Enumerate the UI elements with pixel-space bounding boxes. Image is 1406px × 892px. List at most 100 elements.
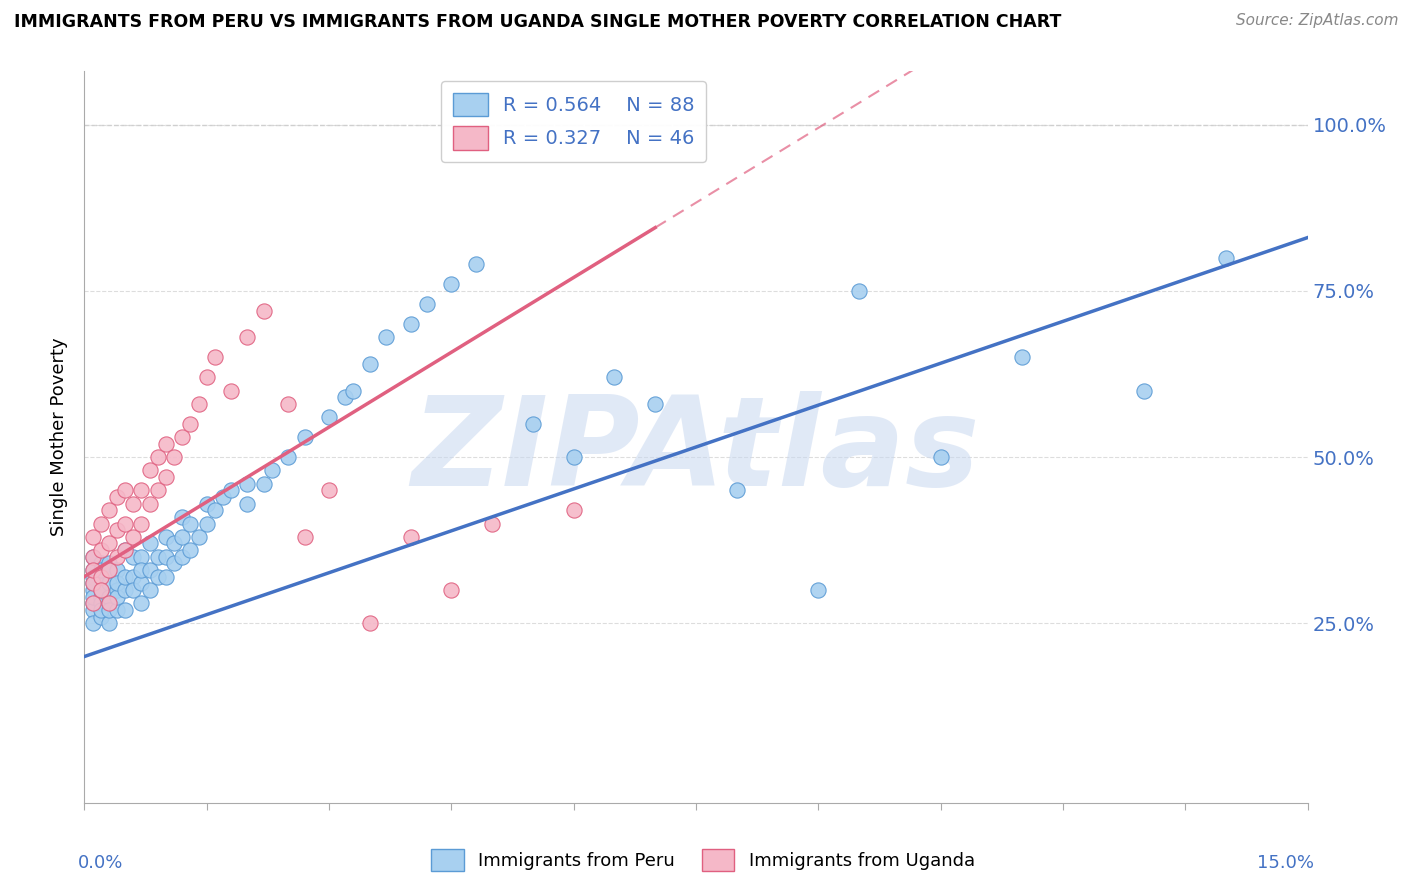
Point xyxy=(179,516,201,531)
Point xyxy=(97,503,120,517)
Point xyxy=(122,497,145,511)
Point xyxy=(416,297,439,311)
Point xyxy=(114,543,136,558)
Point xyxy=(725,483,748,498)
Point xyxy=(1215,251,1237,265)
Point xyxy=(122,570,145,584)
Point xyxy=(90,609,112,624)
Point xyxy=(195,497,218,511)
Y-axis label: Single Mother Poverty: Single Mother Poverty xyxy=(51,338,69,536)
Point xyxy=(97,563,120,577)
Point xyxy=(187,397,209,411)
Point xyxy=(195,370,218,384)
Point xyxy=(82,570,104,584)
Point xyxy=(122,582,145,597)
Legend: Immigrants from Peru, Immigrants from Uganda: Immigrants from Peru, Immigrants from Ug… xyxy=(423,842,983,879)
Point xyxy=(155,530,177,544)
Point xyxy=(105,563,128,577)
Point xyxy=(90,563,112,577)
Point xyxy=(97,596,120,610)
Point xyxy=(204,503,226,517)
Point xyxy=(114,570,136,584)
Point xyxy=(179,543,201,558)
Point xyxy=(179,417,201,431)
Point xyxy=(399,317,422,331)
Point xyxy=(848,284,870,298)
Point xyxy=(294,430,316,444)
Point xyxy=(219,384,242,398)
Point xyxy=(105,490,128,504)
Point xyxy=(318,410,340,425)
Point xyxy=(277,397,299,411)
Point xyxy=(155,549,177,564)
Point xyxy=(219,483,242,498)
Point xyxy=(236,476,259,491)
Point xyxy=(105,603,128,617)
Point xyxy=(90,543,112,558)
Point xyxy=(146,570,169,584)
Point xyxy=(97,596,120,610)
Point xyxy=(122,530,145,544)
Point xyxy=(82,563,104,577)
Point xyxy=(236,330,259,344)
Point xyxy=(97,563,120,577)
Point xyxy=(82,530,104,544)
Point xyxy=(131,576,153,591)
Point xyxy=(342,384,364,398)
Point xyxy=(105,523,128,537)
Point xyxy=(90,557,112,571)
Point xyxy=(644,397,666,411)
Point xyxy=(131,516,153,531)
Point xyxy=(82,603,104,617)
Point xyxy=(187,530,209,544)
Point xyxy=(138,582,160,597)
Point xyxy=(105,576,128,591)
Point xyxy=(131,596,153,610)
Legend: R = 0.564    N = 88, R = 0.327    N = 46: R = 0.564 N = 88, R = 0.327 N = 46 xyxy=(441,81,706,161)
Point xyxy=(97,576,120,591)
Point xyxy=(155,436,177,450)
Point xyxy=(375,330,398,344)
Point xyxy=(97,536,120,550)
Point xyxy=(114,516,136,531)
Point xyxy=(90,590,112,604)
Point xyxy=(82,616,104,631)
Point xyxy=(97,557,120,571)
Point xyxy=(114,483,136,498)
Point xyxy=(172,430,194,444)
Point xyxy=(440,277,463,292)
Point xyxy=(562,503,585,517)
Point xyxy=(82,549,104,564)
Point xyxy=(90,516,112,531)
Point xyxy=(131,549,153,564)
Point xyxy=(97,590,120,604)
Point xyxy=(253,476,276,491)
Point xyxy=(82,549,104,564)
Text: 0.0%: 0.0% xyxy=(79,854,124,872)
Point xyxy=(236,497,259,511)
Point xyxy=(138,536,160,550)
Point xyxy=(163,450,186,464)
Point xyxy=(90,603,112,617)
Text: ZIPAtlas: ZIPAtlas xyxy=(412,392,980,512)
Point xyxy=(82,596,104,610)
Point xyxy=(260,463,283,477)
Point xyxy=(90,582,112,597)
Point xyxy=(82,576,104,591)
Point xyxy=(318,483,340,498)
Point xyxy=(146,483,169,498)
Point xyxy=(82,563,104,577)
Point xyxy=(82,596,104,610)
Point xyxy=(146,549,169,564)
Point xyxy=(114,543,136,558)
Point xyxy=(277,450,299,464)
Point xyxy=(122,549,145,564)
Point xyxy=(1133,384,1156,398)
Point xyxy=(90,596,112,610)
Point xyxy=(562,450,585,464)
Point xyxy=(163,557,186,571)
Point xyxy=(97,603,120,617)
Point xyxy=(464,257,486,271)
Point xyxy=(807,582,830,597)
Point xyxy=(1011,351,1033,365)
